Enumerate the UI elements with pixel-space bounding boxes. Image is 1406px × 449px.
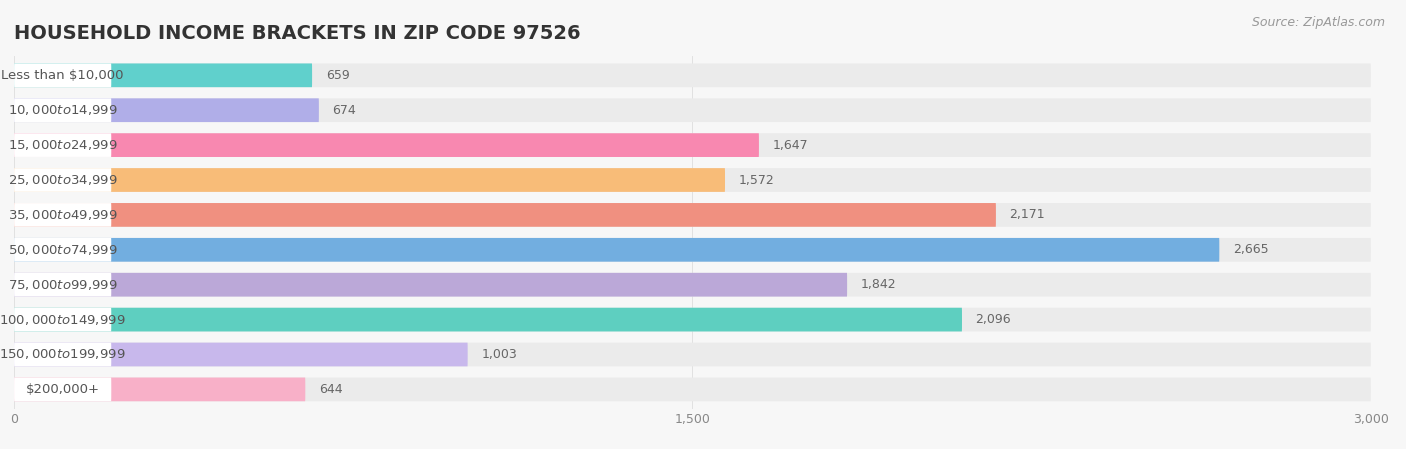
Text: 1,842: 1,842 <box>860 278 896 291</box>
Text: 644: 644 <box>319 383 343 396</box>
Text: Less than $10,000: Less than $10,000 <box>1 69 124 82</box>
FancyBboxPatch shape <box>14 98 111 122</box>
Text: 1,572: 1,572 <box>738 173 775 186</box>
Text: 1,003: 1,003 <box>481 348 517 361</box>
Text: $75,000 to $99,999: $75,000 to $99,999 <box>8 277 118 292</box>
FancyBboxPatch shape <box>14 273 111 297</box>
Text: Source: ZipAtlas.com: Source: ZipAtlas.com <box>1251 16 1385 29</box>
Text: HOUSEHOLD INCOME BRACKETS IN ZIP CODE 97526: HOUSEHOLD INCOME BRACKETS IN ZIP CODE 97… <box>14 24 581 44</box>
FancyBboxPatch shape <box>14 203 1371 227</box>
Text: 2,096: 2,096 <box>976 313 1011 326</box>
FancyBboxPatch shape <box>14 273 1371 297</box>
Text: 1,647: 1,647 <box>772 139 808 152</box>
Text: 674: 674 <box>332 104 356 117</box>
FancyBboxPatch shape <box>14 168 725 192</box>
FancyBboxPatch shape <box>14 98 319 122</box>
FancyBboxPatch shape <box>14 63 312 87</box>
FancyBboxPatch shape <box>14 378 1371 401</box>
Text: 2,665: 2,665 <box>1233 243 1268 256</box>
Text: $100,000 to $149,999: $100,000 to $149,999 <box>0 313 127 326</box>
FancyBboxPatch shape <box>14 98 1371 122</box>
FancyBboxPatch shape <box>14 308 962 331</box>
Text: 659: 659 <box>326 69 350 82</box>
FancyBboxPatch shape <box>14 238 1371 262</box>
FancyBboxPatch shape <box>14 133 111 157</box>
Text: 2,171: 2,171 <box>1010 208 1045 221</box>
FancyBboxPatch shape <box>14 133 1371 157</box>
FancyBboxPatch shape <box>14 273 848 297</box>
FancyBboxPatch shape <box>14 133 759 157</box>
Text: $25,000 to $34,999: $25,000 to $34,999 <box>8 173 118 187</box>
Text: $35,000 to $49,999: $35,000 to $49,999 <box>8 208 118 222</box>
FancyBboxPatch shape <box>14 63 111 87</box>
FancyBboxPatch shape <box>14 168 111 192</box>
Text: $10,000 to $14,999: $10,000 to $14,999 <box>8 103 118 117</box>
FancyBboxPatch shape <box>14 203 995 227</box>
FancyBboxPatch shape <box>14 343 1371 366</box>
FancyBboxPatch shape <box>14 378 305 401</box>
FancyBboxPatch shape <box>14 308 1371 331</box>
FancyBboxPatch shape <box>14 238 111 262</box>
FancyBboxPatch shape <box>14 343 111 366</box>
Text: $200,000+: $200,000+ <box>25 383 100 396</box>
FancyBboxPatch shape <box>14 308 111 331</box>
FancyBboxPatch shape <box>14 63 1371 87</box>
FancyBboxPatch shape <box>14 238 1219 262</box>
FancyBboxPatch shape <box>14 203 111 227</box>
Text: $50,000 to $74,999: $50,000 to $74,999 <box>8 243 118 257</box>
FancyBboxPatch shape <box>14 168 1371 192</box>
FancyBboxPatch shape <box>14 343 468 366</box>
FancyBboxPatch shape <box>14 378 111 401</box>
Text: $15,000 to $24,999: $15,000 to $24,999 <box>8 138 118 152</box>
Text: $150,000 to $199,999: $150,000 to $199,999 <box>0 348 127 361</box>
